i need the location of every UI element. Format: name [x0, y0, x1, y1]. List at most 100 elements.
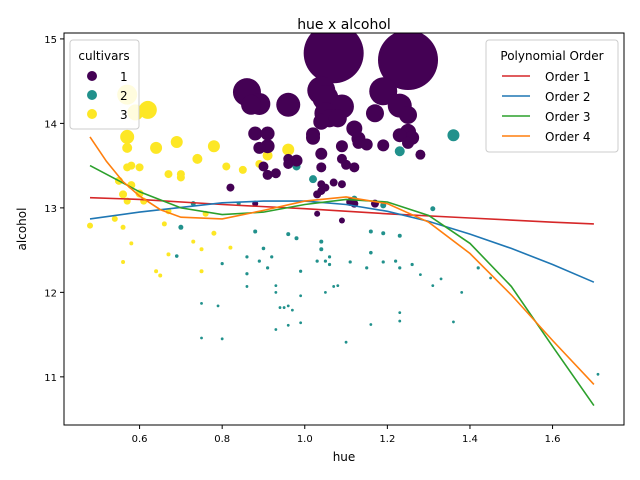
legend-cultivar-label: 2	[120, 89, 128, 103]
point-cultivar-3	[120, 224, 126, 230]
point-cultivar-3	[170, 135, 183, 148]
point-cultivar-3	[228, 245, 233, 250]
point-cultivar-2	[319, 239, 324, 244]
point-cultivar-1	[313, 113, 330, 130]
point-cultivar-2	[274, 284, 278, 288]
point-cultivar-1	[283, 158, 294, 169]
point-cultivar-2	[394, 259, 398, 263]
point-cultivar-1	[270, 168, 281, 179]
point-cultivar-2	[323, 259, 328, 263]
legend-polynomial-title: Polynomial Order	[500, 49, 603, 63]
point-cultivar-2	[419, 273, 422, 277]
point-cultivar-2	[398, 319, 402, 323]
legend-cultivar-marker	[87, 71, 97, 81]
point-cultivar-2	[327, 255, 332, 259]
point-cultivar-2	[245, 255, 249, 259]
point-cultivar-1	[328, 109, 347, 128]
point-cultivar-3	[150, 141, 163, 154]
point-cultivar-2	[327, 262, 332, 267]
point-cultivar-1	[392, 128, 407, 143]
point-cultivar-2	[286, 304, 290, 308]
point-cultivar-2	[369, 250, 373, 255]
y-axis-label: alcohol	[15, 208, 29, 251]
point-cultivar-2	[174, 254, 179, 258]
point-cultivar-2	[324, 290, 327, 294]
point-cultivar-2	[332, 285, 336, 288]
point-cultivar-2	[460, 290, 464, 294]
fit-line-order-1	[89, 196, 594, 225]
point-cultivar-2	[257, 259, 261, 263]
point-cultivar-3	[222, 162, 231, 171]
legend-fit-label: Order 1	[545, 70, 591, 84]
point-cultivar-2	[439, 277, 443, 281]
point-cultivar-2	[365, 266, 369, 270]
point-cultivar-3	[161, 221, 167, 227]
point-cultivar-3	[154, 269, 159, 274]
point-cultivar-2	[315, 259, 319, 263]
y-tick-label: 15	[44, 35, 57, 46]
point-cultivar-2	[299, 269, 303, 273]
x-axis-ticks: 0.6 0.8 1.0 1.2 1.4 1.6	[132, 425, 561, 445]
fit-line-order-4	[89, 136, 595, 385]
point-cultivar-3	[123, 163, 132, 172]
point-cultivar-3	[120, 129, 135, 144]
point-cultivar-2	[344, 340, 348, 344]
point-cultivar-1	[338, 217, 345, 224]
point-cultivar-1	[341, 159, 352, 170]
legend-cultivars: cultivars 1 2 3	[69, 39, 140, 130]
point-cultivar-2	[270, 255, 274, 259]
fit-line-order-2	[89, 200, 595, 283]
x-tick-label: 1.2	[379, 434, 395, 445]
legend-cultivar-label: 3	[120, 108, 128, 122]
point-cultivar-1	[369, 77, 398, 106]
point-cultivar-3	[164, 170, 173, 179]
point-cultivar-3	[191, 239, 196, 244]
point-cultivar-3	[122, 142, 133, 153]
legend-cultivar-marker	[87, 90, 97, 100]
point-cultivar-2	[265, 266, 270, 270]
point-cultivar-3	[192, 153, 203, 164]
point-cultivar-2	[245, 285, 249, 288]
point-cultivar-2	[309, 175, 318, 184]
point-cultivar-3	[158, 273, 163, 278]
fit-line-order-3	[89, 164, 595, 407]
point-cultivar-1	[306, 130, 321, 145]
point-cultivar-1	[253, 141, 266, 154]
point-cultivar-3	[282, 143, 295, 156]
point-cultivar-2	[294, 236, 299, 241]
point-cultivar-3	[121, 259, 126, 264]
point-cultivar-1	[378, 33, 439, 91]
point-cultivar-2	[381, 260, 385, 264]
y-tick-label: 11	[44, 373, 57, 384]
point-cultivar-3	[262, 150, 273, 161]
point-cultivar-2	[216, 304, 220, 308]
legend-cultivars-frame	[69, 39, 140, 130]
point-cultivar-2	[261, 246, 266, 251]
point-cultivar-1	[399, 105, 418, 124]
point-cultivar-1	[226, 183, 235, 192]
point-cultivar-1	[315, 147, 328, 160]
point-cultivar-2	[319, 247, 324, 252]
point-cultivar-2	[431, 284, 435, 288]
point-cultivar-3	[129, 241, 134, 246]
point-cultivar-2	[348, 260, 352, 264]
point-cultivar-1	[314, 210, 321, 217]
point-cultivar-2	[596, 372, 600, 376]
y-tick-label: 14	[44, 119, 57, 130]
point-cultivar-2	[398, 311, 402, 315]
point-cultivar-1	[329, 178, 338, 187]
y-tick-label: 12	[44, 288, 57, 299]
point-cultivar-2	[245, 272, 249, 276]
x-tick-label: 1.6	[545, 434, 561, 445]
point-cultivar-1	[415, 149, 426, 160]
scatter-points	[87, 33, 600, 376]
legend-cultivar-marker	[87, 109, 97, 119]
point-cultivar-1	[337, 180, 346, 189]
point-cultivar-3	[176, 173, 185, 182]
point-cultivar-2	[274, 290, 278, 294]
point-cultivar-2	[200, 301, 203, 305]
point-cultivar-2	[452, 320, 455, 324]
point-cultivar-1	[262, 169, 273, 180]
point-cultivar-1	[316, 162, 327, 173]
point-cultivar-2	[299, 294, 303, 298]
